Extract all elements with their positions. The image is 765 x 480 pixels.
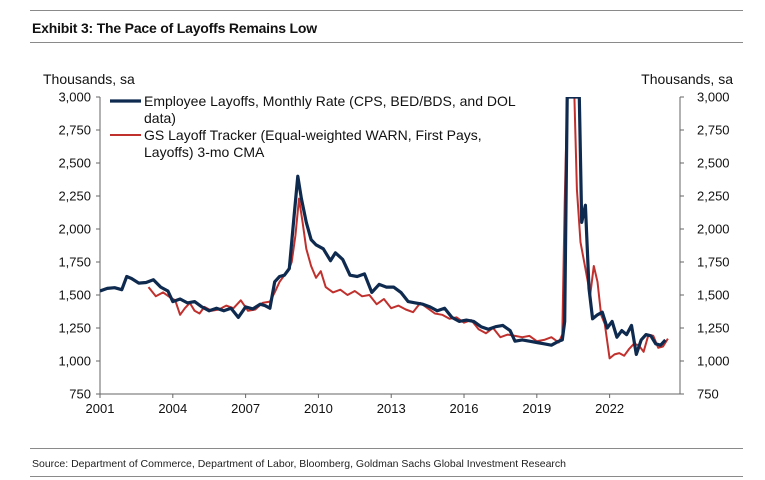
y-tick-label-left: 1,250	[58, 321, 91, 336]
y-unit-label-right: Thousands, sa	[641, 71, 733, 87]
y-tick-label-right: 1,750	[697, 255, 730, 270]
y-tick-label-right: 3,000	[697, 90, 730, 105]
x-tick-label: 2010	[304, 401, 333, 416]
legend-label-2-line2: Layoffs) 3-mo CMA	[144, 144, 265, 160]
x-tick-label: 2013	[377, 401, 406, 416]
y-tick-label-left: 1,750	[58, 255, 91, 270]
y-unit-label-left: Thousands, sa	[43, 71, 135, 87]
legend-label-1-line1: Employee Layoffs, Monthly Rate (CPS, BED…	[144, 93, 516, 109]
y-tick-label-right: 2,250	[697, 189, 730, 204]
y-tick-label-right: 2,000	[697, 222, 730, 237]
top-rule	[30, 10, 743, 11]
x-tick-label: 2004	[158, 401, 187, 416]
x-tick-label: 2007	[231, 401, 260, 416]
title-underline	[30, 42, 743, 43]
bottom-rule	[30, 448, 743, 449]
chart-title: Exhibit 3: The Pace of Layoffs Remains L…	[32, 20, 317, 36]
x-tick-label: 2022	[595, 401, 624, 416]
y-tick-label-left: 3,000	[58, 90, 91, 105]
x-tick-label: 2001	[86, 401, 115, 416]
y-tick-label-left: 2,750	[58, 123, 91, 138]
y-tick-label-left: 1,500	[58, 288, 91, 303]
y-tick-label-right: 2,750	[697, 123, 730, 138]
y-tick-label-left: 750	[69, 387, 91, 402]
source-note: Source: Department of Commerce, Departme…	[32, 458, 567, 470]
y-tick-label-right: 1,500	[697, 288, 730, 303]
x-tick-label: 2019	[522, 401, 551, 416]
y-tick-label-left: 2,500	[58, 156, 91, 171]
y-tick-label-right: 1,000	[697, 354, 730, 369]
chart-axes: 750 750 1,000 1,000 1,250 1,250 1,500 1,500 1,75…	[43, 71, 733, 416]
legend-label-2-line1: GS Layoff Tracker (Equal-weighted WARN, …	[144, 127, 482, 143]
legend-label-1-line2: data)	[144, 110, 176, 126]
y-tick-label-left: 1,000	[58, 354, 91, 369]
x-tick-label: 2016	[450, 401, 479, 416]
y-tick-label-right: 2,500	[697, 156, 730, 171]
legend: Employee Layoffs, Monthly Rate (CPS, BED…	[110, 93, 516, 160]
y-tick-label-right: 1,250	[697, 321, 730, 336]
series-layer	[100, 97, 669, 360]
y-tick-label-right: 750	[697, 387, 719, 402]
series-line-employee-layoffs	[100, 97, 667, 356]
layoffs-chart: 750 750 1,000 1,000 1,250 1,250 1,500 1,500 1,75…	[43, 71, 733, 416]
footer-rule	[30, 476, 743, 477]
y-tick-label-left: 2,250	[58, 189, 91, 204]
y-tick-label-left: 2,000	[58, 222, 91, 237]
